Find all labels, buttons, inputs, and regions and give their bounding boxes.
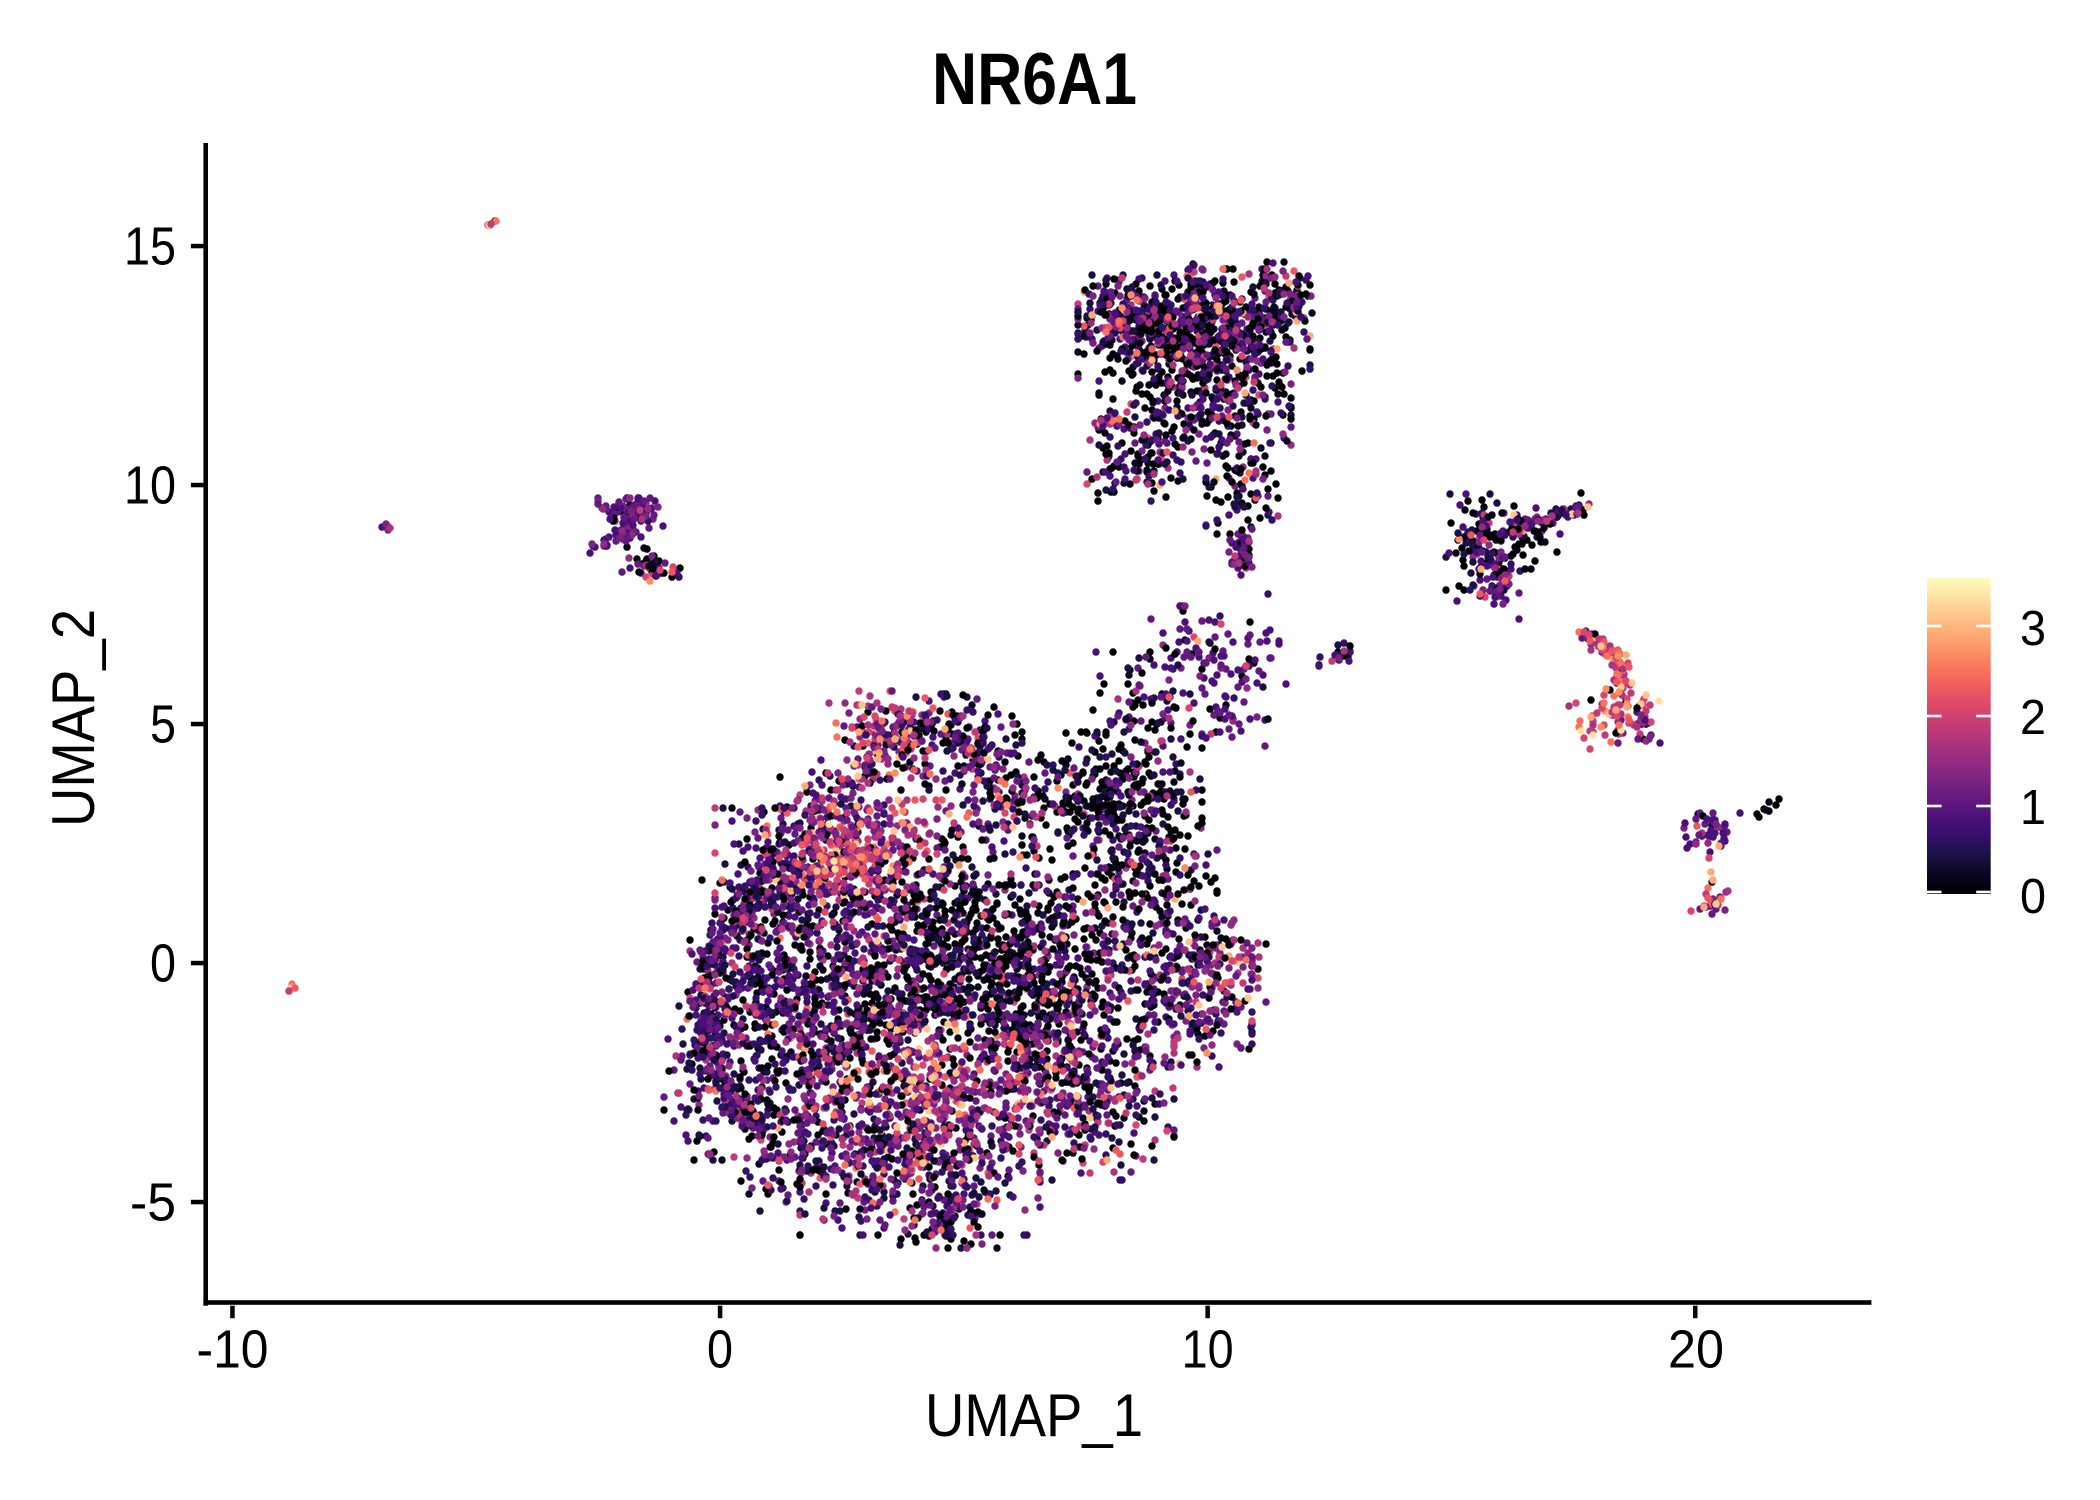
svg-text:0: 0 — [707, 1320, 733, 1380]
svg-text:15: 15 — [124, 217, 176, 277]
svg-text:3: 3 — [2020, 602, 2046, 656]
svg-text:2: 2 — [2020, 691, 2046, 745]
svg-text:-5: -5 — [130, 1173, 176, 1233]
svg-text:-10: -10 — [197, 1320, 269, 1380]
svg-text:0: 0 — [2020, 870, 2046, 924]
svg-text:NR6A1: NR6A1 — [932, 39, 1137, 120]
svg-text:1: 1 — [2020, 781, 2046, 835]
svg-text:10: 10 — [124, 456, 176, 516]
svg-text:UMAP_1: UMAP_1 — [925, 1382, 1143, 1449]
svg-text:0: 0 — [150, 934, 176, 994]
svg-text:10: 10 — [1182, 1320, 1234, 1380]
svg-text:20: 20 — [1668, 1320, 1724, 1380]
svg-text:UMAP_2: UMAP_2 — [40, 609, 107, 827]
svg-text:5: 5 — [150, 695, 176, 755]
